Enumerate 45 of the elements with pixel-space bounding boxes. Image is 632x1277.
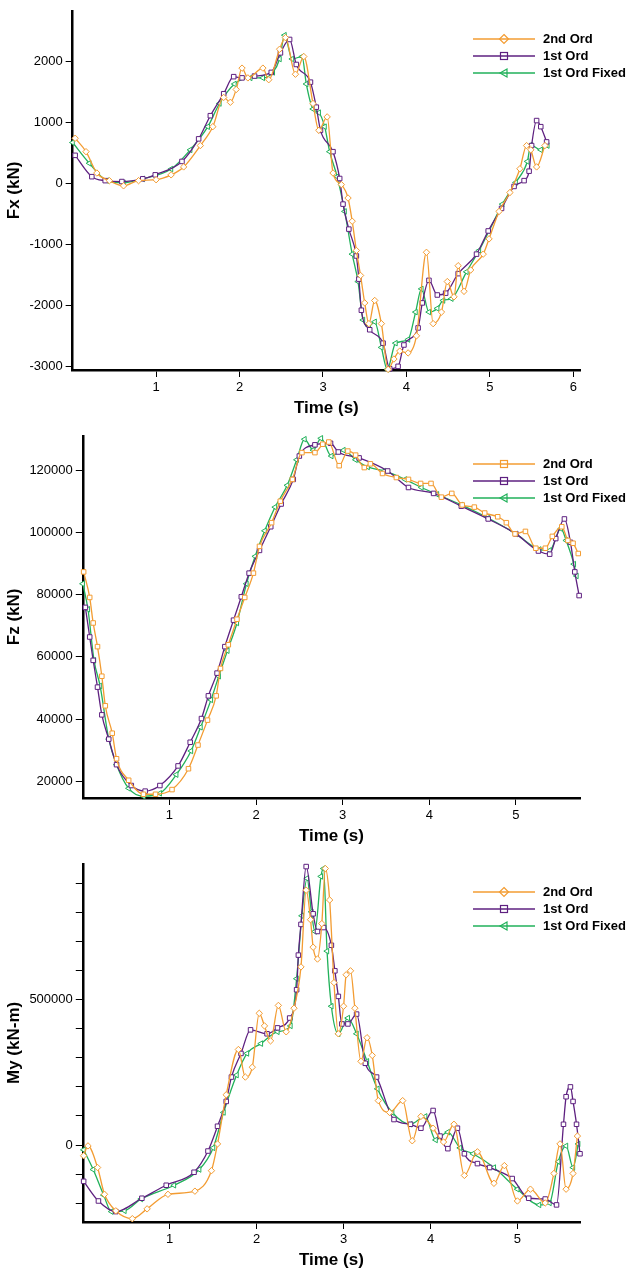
x-tick-label: 5 bbox=[513, 1231, 522, 1247]
x-tick-label: 5 bbox=[486, 379, 494, 395]
y-tick-label: 2000 bbox=[33, 53, 63, 68]
x-tick-label: 1 bbox=[152, 379, 160, 395]
y-axis-title: Fx (kN) bbox=[3, 161, 23, 220]
y-tick-label: 500000 bbox=[29, 991, 73, 1007]
x-tick-label: 5 bbox=[512, 807, 520, 823]
legend-label: 1st Ord Fixed bbox=[542, 917, 626, 934]
x-tick-label: 2 bbox=[252, 807, 260, 823]
y-tick-label: -1000 bbox=[29, 235, 63, 251]
y-tick-label: -3000 bbox=[29, 357, 63, 373]
x-tick-label: 3 bbox=[339, 807, 347, 823]
x-tick-label: 4 bbox=[402, 379, 411, 395]
y-tick-label: 0 bbox=[55, 174, 63, 190]
x-tick-label: 4 bbox=[426, 1231, 435, 1247]
legend-label: 1st Ord bbox=[542, 472, 589, 489]
legend-label: 1st Ord bbox=[542, 900, 589, 917]
y-tick-label: 80000 bbox=[36, 586, 73, 602]
x-axis-title: Time (s) bbox=[293, 398, 359, 418]
y-tick-label: 100000 bbox=[29, 523, 73, 539]
y-tick-label: 120000 bbox=[29, 461, 73, 477]
x-tick-label: 6 bbox=[569, 379, 577, 395]
legend-label: 1st Ord Fixed bbox=[542, 64, 626, 81]
x-axis-title: Time (s) bbox=[298, 1250, 364, 1270]
y-tick-label: 40000 bbox=[36, 710, 73, 726]
x-axis-title: Time (s) bbox=[298, 826, 364, 846]
x-tick-label: 3 bbox=[339, 1231, 348, 1247]
x-tick-label: 1 bbox=[166, 1231, 174, 1247]
y-tick-label: 0 bbox=[65, 1136, 73, 1152]
x-tick-label: 1 bbox=[165, 807, 174, 823]
legend-label: 1st Ord bbox=[542, 47, 589, 64]
y-tick-label: -2000 bbox=[29, 296, 63, 312]
legend-label: 1st Ord Fixed bbox=[542, 489, 626, 506]
x-tick-label: 3 bbox=[319, 379, 327, 395]
y-tick-label: 1000 bbox=[33, 113, 63, 129]
legend-label: 2nd Ord bbox=[542, 30, 593, 47]
x-tick-label: 4 bbox=[425, 807, 433, 823]
y-tick-label: 60000 bbox=[36, 648, 73, 664]
y-tick-label: 20000 bbox=[36, 773, 73, 789]
legend-label: 2nd Ord bbox=[542, 455, 593, 472]
legend-label: 2nd Ord bbox=[542, 883, 593, 900]
y-axis-title: Fz (kN) bbox=[3, 588, 23, 646]
x-tick-label: 2 bbox=[235, 379, 244, 395]
x-tick-label: 2 bbox=[253, 1231, 261, 1247]
y-axis-title: My (kN-m) bbox=[3, 1001, 23, 1084]
